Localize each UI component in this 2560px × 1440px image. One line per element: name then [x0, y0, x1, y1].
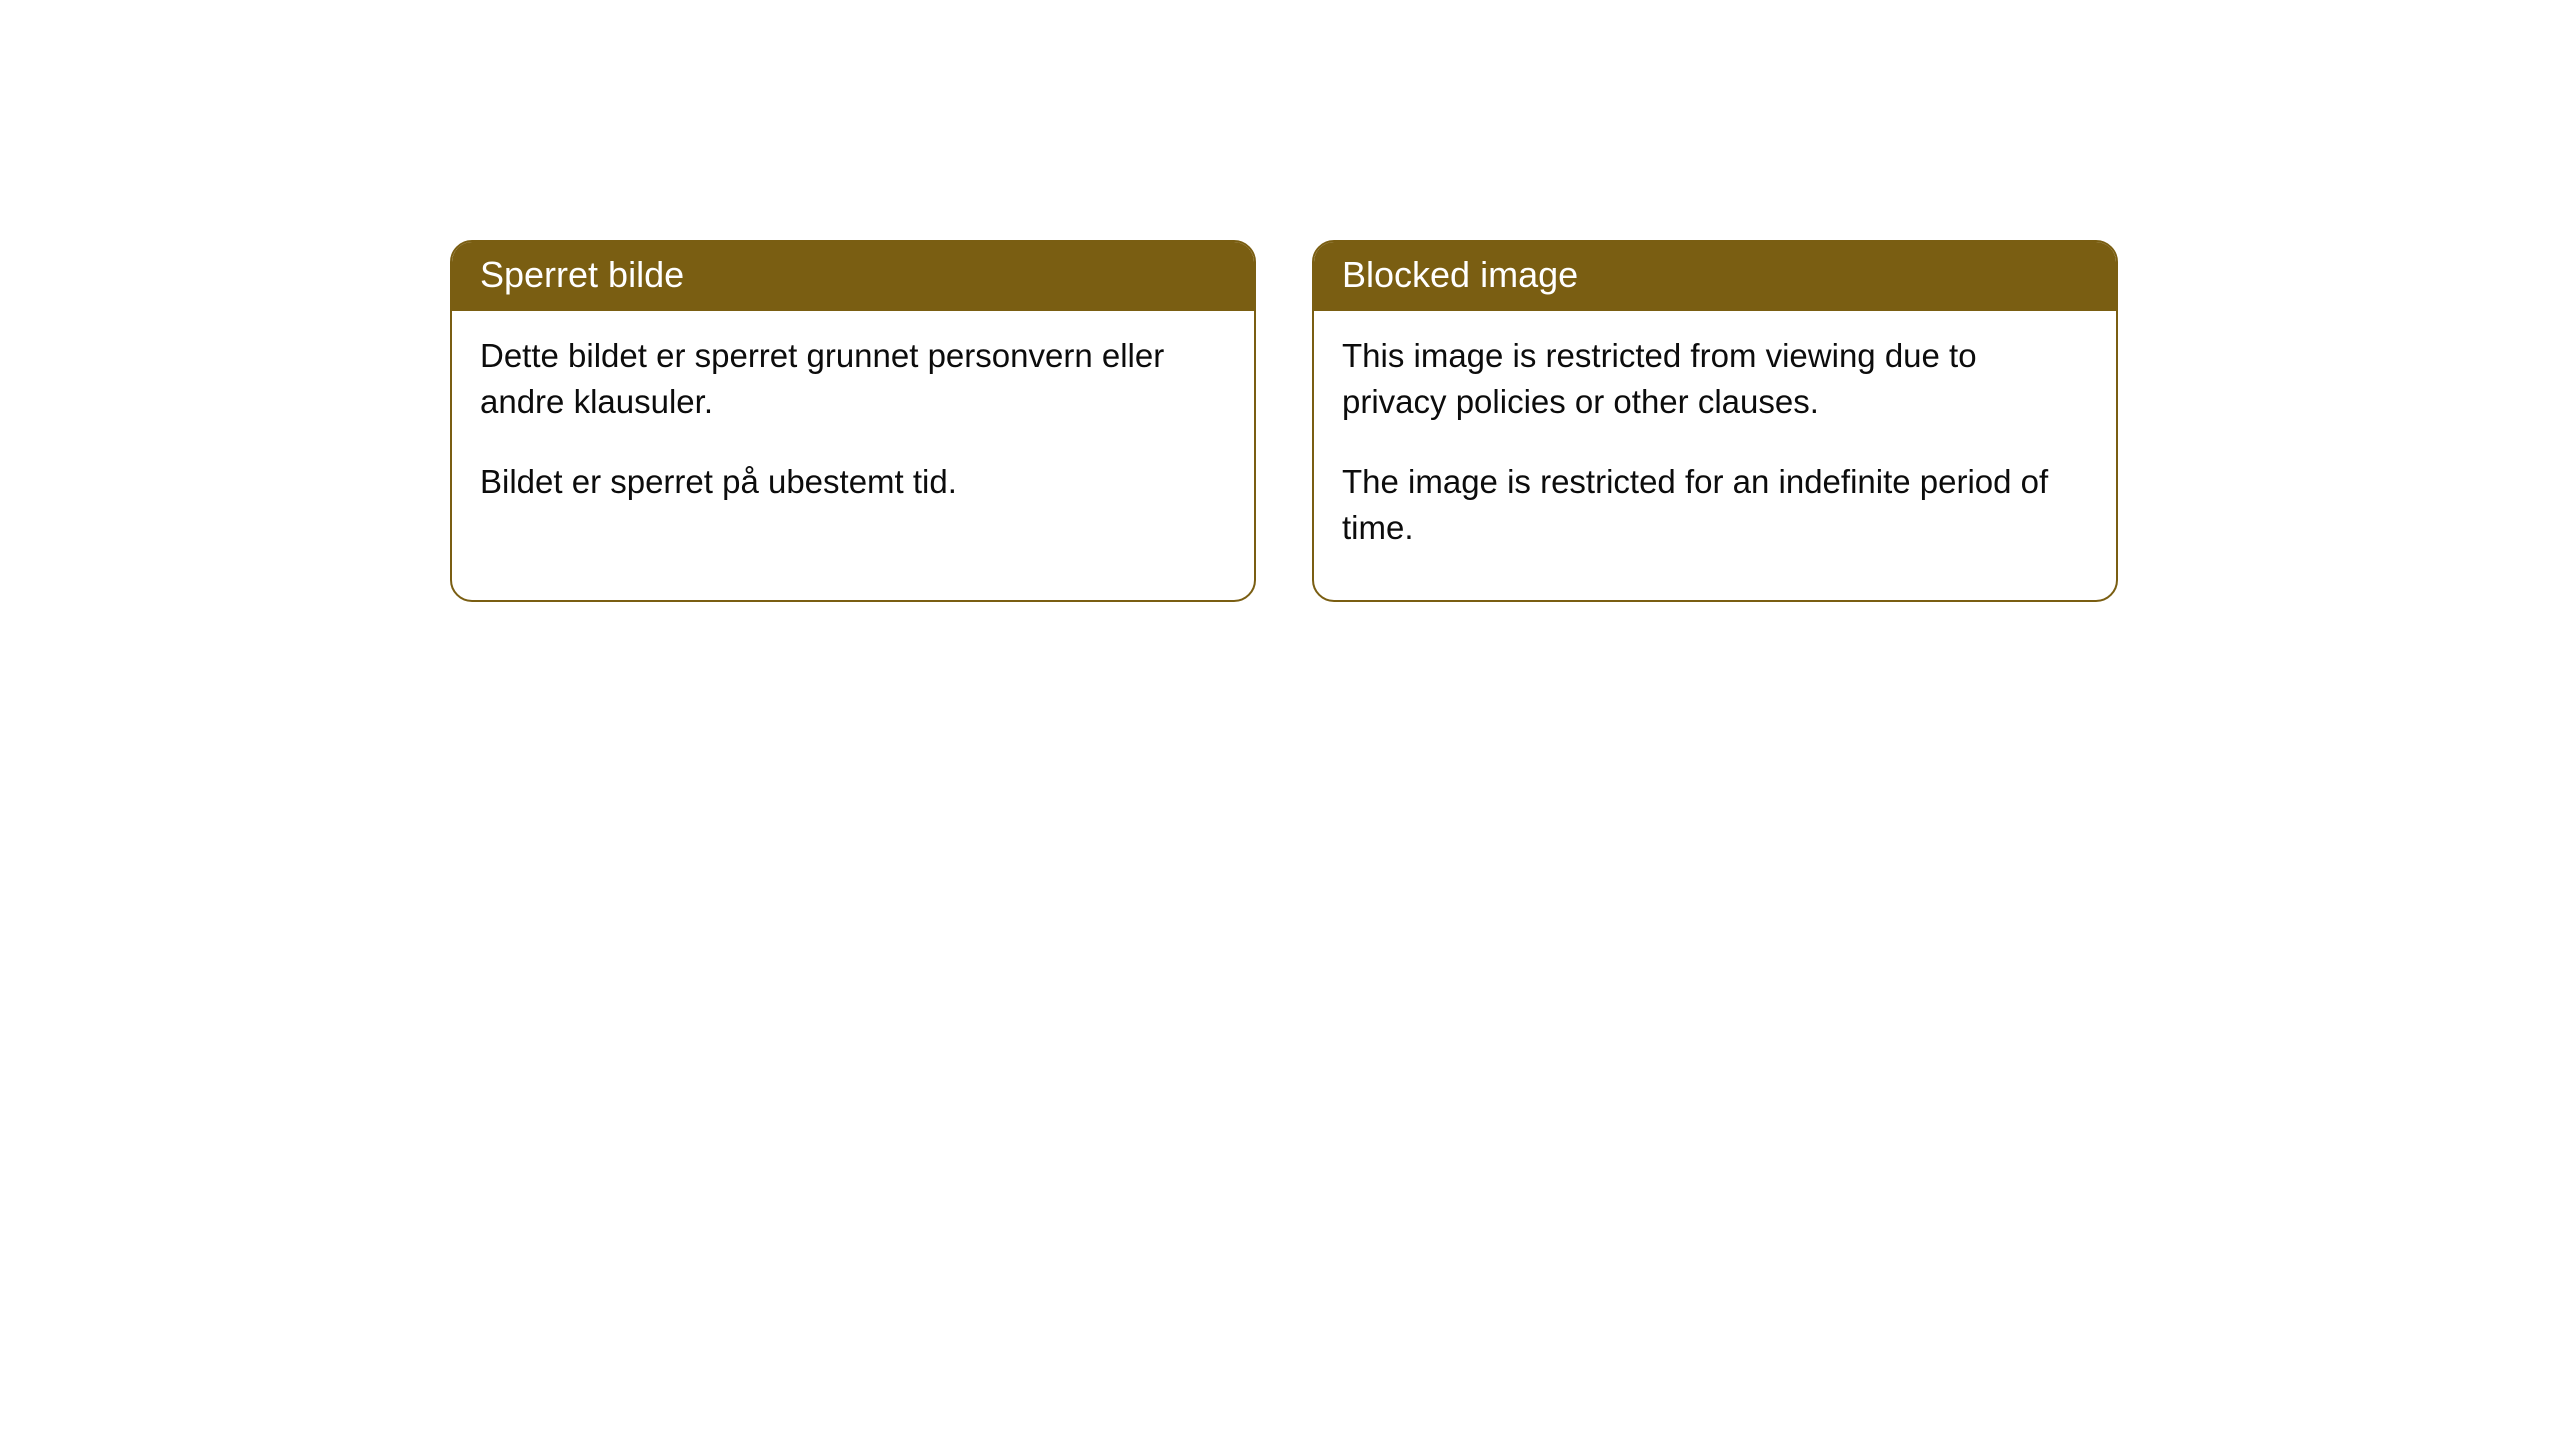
card-header: Blocked image	[1314, 242, 2116, 311]
notice-container: Sperret bilde Dette bildet er sperret gr…	[450, 240, 2118, 602]
card-paragraph-1: This image is restricted from viewing du…	[1342, 333, 2088, 425]
card-title: Blocked image	[1342, 254, 1578, 295]
card-paragraph-1: Dette bildet er sperret grunnet personve…	[480, 333, 1226, 425]
card-paragraph-2: Bildet er sperret på ubestemt tid.	[480, 459, 1226, 505]
card-header: Sperret bilde	[452, 242, 1254, 311]
card-body: Dette bildet er sperret grunnet personve…	[452, 311, 1254, 554]
card-title: Sperret bilde	[480, 254, 684, 295]
card-paragraph-2: The image is restricted for an indefinit…	[1342, 459, 2088, 551]
blocked-image-card-norwegian: Sperret bilde Dette bildet er sperret gr…	[450, 240, 1256, 602]
card-body: This image is restricted from viewing du…	[1314, 311, 2116, 600]
blocked-image-card-english: Blocked image This image is restricted f…	[1312, 240, 2118, 602]
